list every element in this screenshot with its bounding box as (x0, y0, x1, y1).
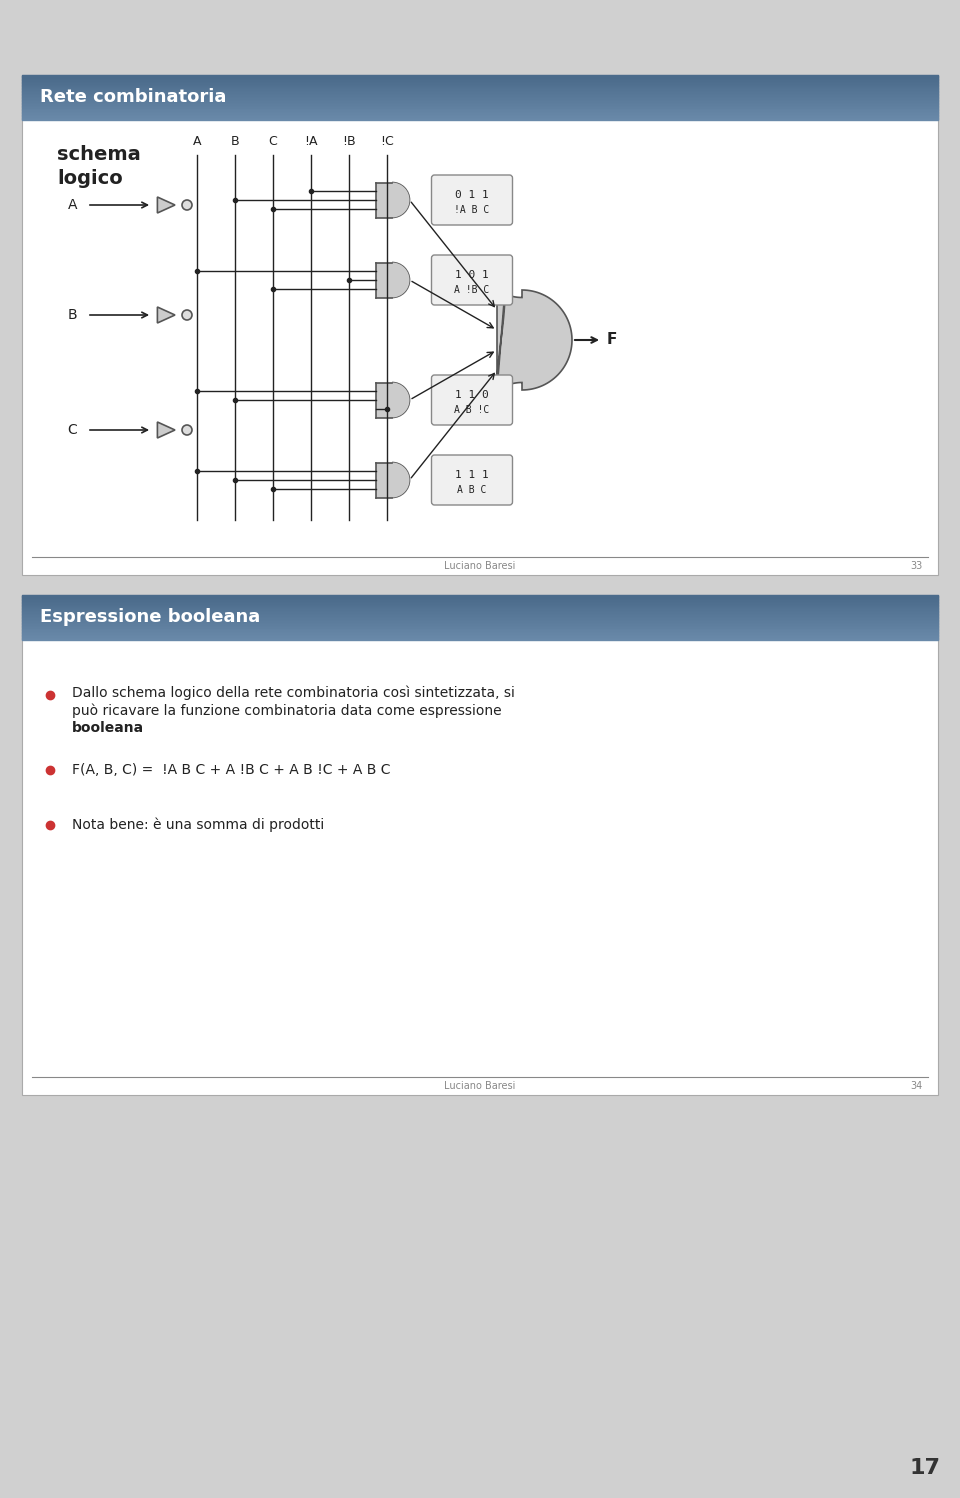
Text: booleana: booleana (72, 721, 144, 736)
Text: Luciano Baresi: Luciano Baresi (444, 560, 516, 571)
Text: A: A (67, 198, 77, 213)
Text: Nota bene: è una somma di prodotti: Nota bene: è una somma di prodotti (72, 818, 324, 833)
Polygon shape (157, 422, 175, 437)
Text: Espressione booleana: Espressione booleana (40, 608, 260, 626)
Text: 34: 34 (911, 1082, 923, 1091)
FancyBboxPatch shape (376, 463, 392, 497)
Polygon shape (392, 382, 410, 418)
Text: C: C (67, 422, 77, 437)
FancyBboxPatch shape (376, 262, 392, 298)
Text: A !B C: A !B C (454, 285, 490, 295)
FancyBboxPatch shape (376, 382, 392, 418)
Text: 1 0 1: 1 0 1 (455, 270, 489, 280)
Text: 33: 33 (911, 560, 923, 571)
Circle shape (182, 310, 192, 321)
Polygon shape (497, 291, 572, 389)
Text: può ricavare la funzione combinatoria data come espressione: può ricavare la funzione combinatoria da… (72, 703, 502, 718)
Text: !B: !B (342, 135, 356, 148)
Text: !A: !A (304, 135, 318, 148)
Polygon shape (392, 183, 410, 217)
Text: Luciano Baresi: Luciano Baresi (444, 1082, 516, 1091)
FancyBboxPatch shape (22, 75, 938, 575)
Text: 1 1 1: 1 1 1 (455, 470, 489, 479)
Text: !C: !C (380, 135, 394, 148)
Circle shape (182, 201, 192, 210)
Text: F(A, B, C) =  !A B C + A !B C + A B !C + A B C: F(A, B, C) = !A B C + A !B C + A B !C + … (72, 762, 391, 777)
Text: schema
logico: schema logico (57, 145, 141, 187)
Text: C: C (269, 135, 277, 148)
FancyBboxPatch shape (431, 255, 513, 306)
Polygon shape (392, 262, 410, 298)
Text: 17: 17 (909, 1458, 940, 1479)
FancyBboxPatch shape (431, 374, 513, 425)
Polygon shape (157, 307, 175, 324)
Text: A B !C: A B !C (454, 404, 490, 415)
Text: B: B (230, 135, 239, 148)
Text: 0 1 1: 0 1 1 (455, 190, 489, 201)
FancyBboxPatch shape (431, 455, 513, 505)
Text: F: F (607, 333, 617, 348)
FancyBboxPatch shape (376, 183, 392, 217)
FancyBboxPatch shape (22, 595, 938, 1095)
Polygon shape (392, 463, 410, 497)
Text: B: B (67, 309, 77, 322)
Polygon shape (157, 198, 175, 213)
Text: Rete combinatoria: Rete combinatoria (40, 88, 227, 106)
Text: A B C: A B C (457, 485, 486, 494)
Text: Dallo schema logico della rete combinatoria così sintetizzata, si: Dallo schema logico della rete combinato… (72, 685, 515, 700)
Circle shape (182, 425, 192, 434)
FancyBboxPatch shape (431, 175, 513, 225)
Text: A: A (193, 135, 202, 148)
Text: 1 1 0: 1 1 0 (455, 389, 489, 400)
Text: !A B C: !A B C (454, 205, 490, 216)
